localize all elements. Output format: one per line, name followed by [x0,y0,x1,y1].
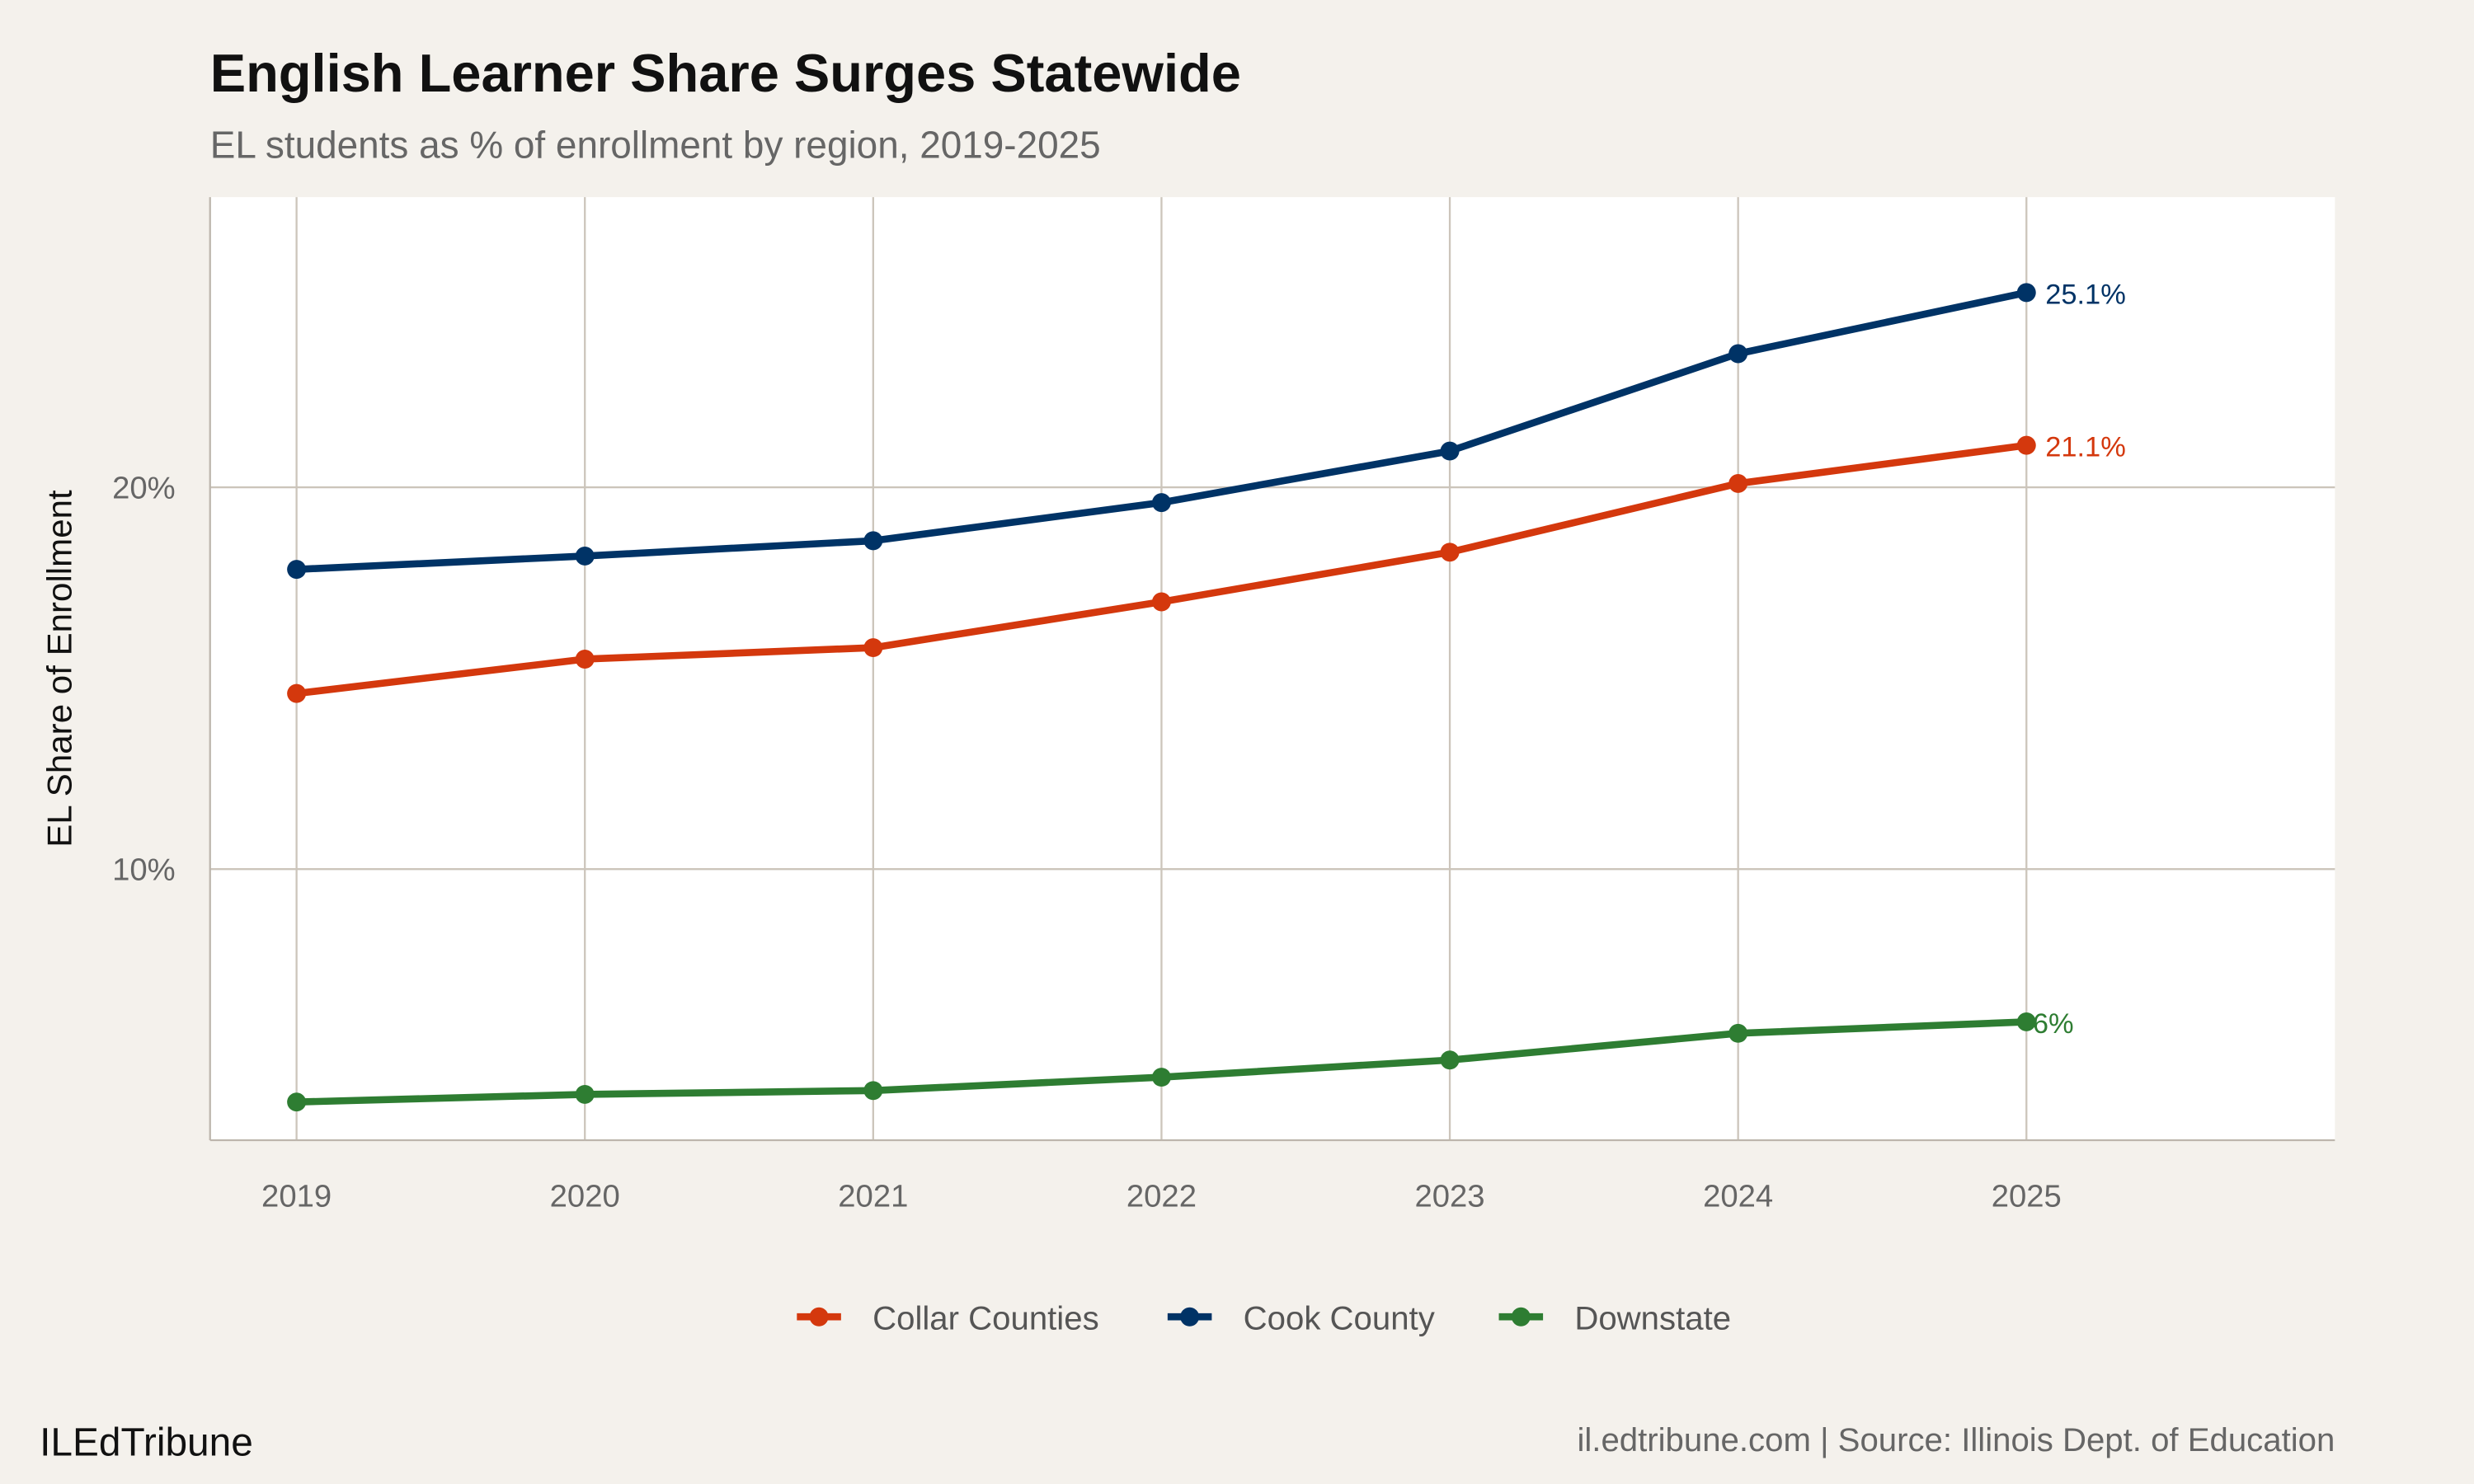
x-tick-label: 2022 [1126,1178,1197,1214]
data-point [1729,473,1748,493]
data-point [575,546,595,566]
chart-title: English Learner Share Surges Statewide [210,43,1241,103]
series-cook-county: 25.1% [287,279,2126,580]
x-tick-label: 2024 [1703,1178,1773,1214]
source-note: il.edtribune.com | Source: Illinois Dept… [1577,1421,2335,1458]
end-value-label: 6% [2033,1008,2074,1040]
data-point [2016,283,2036,303]
brand-label: ILEdTribune [40,1421,253,1465]
x-tick-label: 2023 [1415,1178,1485,1214]
legend-label: Cook County [1244,1300,1435,1337]
data-point [1729,1023,1748,1043]
data-point [287,1092,307,1112]
data-point [1729,344,1748,364]
x-tick-labels: 2019 2020 2021 2022 2023 2024 2025 [261,1178,2062,1214]
data-point [863,638,883,658]
data-point [287,560,307,580]
plot-area [209,197,2335,1140]
legend-marker [1180,1307,1200,1327]
data-point [575,649,595,669]
legend-label: Downstate [1574,1300,1731,1337]
legend-item: Cook County [1167,1300,1435,1337]
data-point [1151,1068,1171,1087]
legend-marker [809,1307,829,1327]
data-point [863,1081,883,1101]
data-point [1440,1050,1460,1070]
data-point [1440,542,1460,562]
data-point [1151,592,1171,612]
x-tick-label: 2019 [261,1178,332,1214]
data-point [575,1084,595,1104]
y-axis-label: EL Share of Enrollment [40,490,78,848]
legend-label: Collar Counties [872,1300,1099,1337]
end-value-label: 21.1% [2045,432,2126,463]
x-tick-label: 2021 [838,1178,908,1214]
x-tick-label: 2020 [550,1178,620,1214]
data-point [863,531,883,551]
series-group: 21.1% 25.1% 6% [287,279,2126,1112]
legend-marker [1511,1307,1531,1327]
data-point [2016,435,2036,455]
legend: Collar Counties Cook County Downstate [797,1300,1731,1337]
y-tick-label: 10% [112,852,176,888]
chart-subtitle: EL students as % of enrollment by region… [210,123,1101,166]
x-tick-label: 2025 [1992,1178,2062,1214]
end-value-label: 25.1% [2045,279,2126,310]
data-point [1440,441,1460,461]
y-tick-labels: 10% 20% [112,470,176,887]
series-downstate: 6% [287,1008,2074,1112]
data-point [2016,1012,2036,1031]
series-collar-counties: 21.1% [287,432,2126,703]
legend-item: Downstate [1498,1300,1731,1337]
gridlines [209,197,2335,1140]
data-point [1151,493,1171,513]
data-point [287,683,307,703]
legend-item: Collar Counties [797,1300,1099,1337]
y-tick-label: 20% [112,470,176,505]
